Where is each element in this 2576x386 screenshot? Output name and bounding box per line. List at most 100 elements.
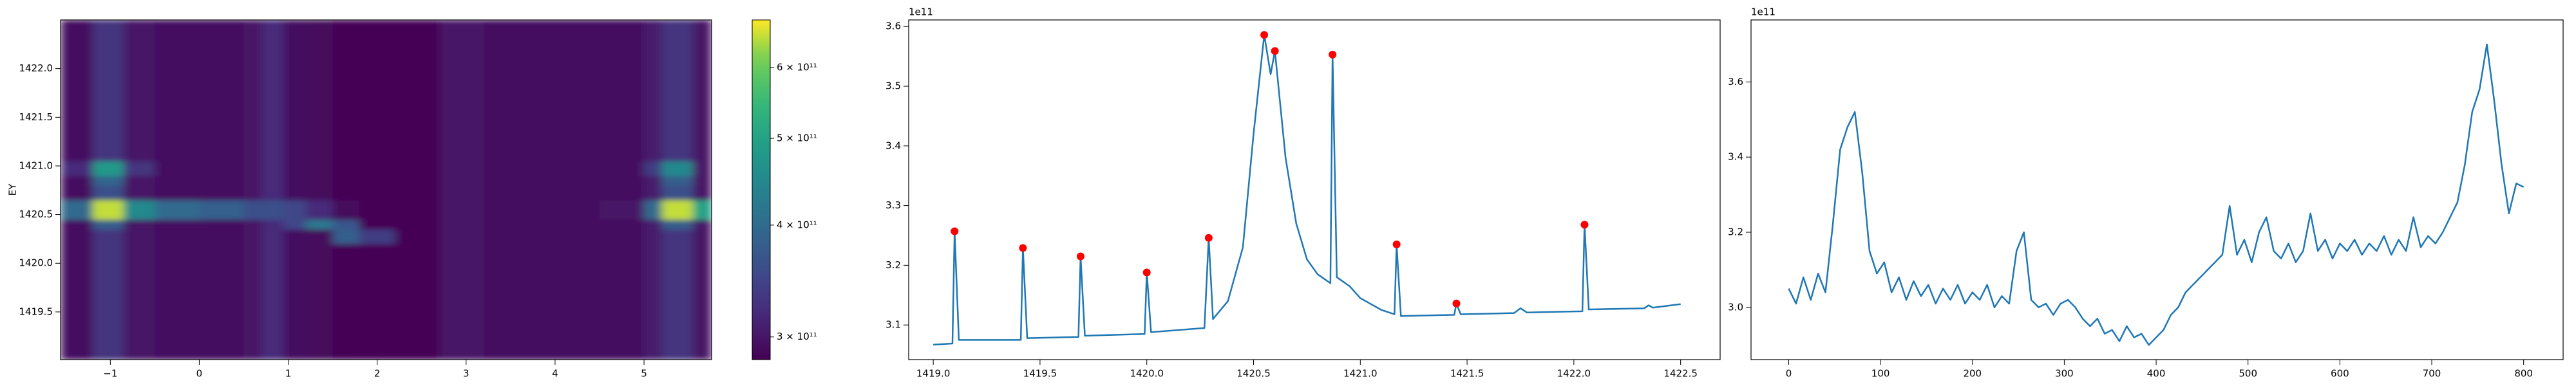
heatmap-cell — [692, 243, 712, 264]
heatmap-cell — [332, 243, 360, 264]
heatmap-cell — [484, 68, 520, 118]
heatmap-cell — [155, 229, 200, 244]
peak-marker — [1260, 31, 1269, 39]
heatmap-cell — [554, 263, 600, 313]
heatmap-cell — [484, 243, 520, 264]
heatmap-cell — [199, 20, 245, 69]
heatmap-cell — [306, 199, 334, 220]
heatmap-cell — [439, 199, 484, 220]
x-tick-label: 1419.0 — [916, 368, 951, 380]
heatmap-cell — [124, 243, 155, 264]
heatmap-cell — [332, 117, 360, 161]
heatmap-cell — [332, 199, 360, 220]
heatmap-cell — [332, 263, 360, 313]
heatmap-cell — [554, 185, 600, 201]
heatmap-cell — [395, 68, 440, 118]
heatmap-cell — [359, 68, 395, 118]
heatmap-cell — [283, 161, 307, 176]
heatmap-cell — [484, 176, 520, 186]
heatmap-cell — [359, 161, 395, 176]
heatmap-cell — [199, 68, 245, 118]
heatmap-cell — [692, 311, 712, 360]
heatmap-cell — [61, 161, 93, 176]
heatmap-cell — [692, 161, 712, 176]
heatmap-cell — [661, 229, 694, 244]
heatmap-cell — [661, 243, 694, 264]
heatmap-cell — [554, 199, 600, 220]
heatmap-cell — [359, 263, 395, 313]
heatmap-cell — [439, 176, 484, 186]
heatmap-cell — [92, 161, 124, 176]
heatmap-cell — [306, 229, 334, 244]
heatmap-cell — [439, 263, 484, 313]
heatmap-cell — [283, 68, 307, 118]
heatmap-cell — [124, 20, 155, 69]
heatmap-cell — [644, 20, 663, 69]
heatmap-cell — [661, 176, 694, 186]
y-tick-label: 1420.5 — [19, 208, 53, 220]
heatmap-cell — [554, 229, 600, 244]
heatmap-cell — [243, 20, 262, 69]
heatmap-cell — [554, 243, 600, 264]
heatmap-cell — [199, 219, 245, 230]
peak-marker — [1076, 252, 1084, 261]
x-tick-label: 1421.0 — [1343, 368, 1378, 380]
heatmap-cell — [61, 229, 93, 244]
heatmap-cell — [395, 219, 440, 230]
y-tick-label: 3.6 — [1728, 76, 1743, 87]
heatmap-cell — [692, 185, 712, 201]
heatmap-cell — [61, 185, 93, 201]
colorbar-tick-label: 3 × 10¹¹ — [777, 331, 817, 342]
heatmap-cell — [124, 176, 155, 186]
x-tick-label: 1419.5 — [1023, 368, 1057, 380]
x-tick-label: 1421.5 — [1450, 368, 1484, 380]
heatmap-cell — [283, 243, 307, 264]
heatmap-cell — [261, 263, 285, 313]
heatmap-cell — [599, 176, 645, 186]
heatmap-cell — [199, 199, 245, 220]
heatmap-cell — [395, 117, 440, 161]
heatmap-cell — [519, 20, 556, 69]
heatmap-cell — [661, 117, 694, 161]
heatmap-cell — [199, 311, 245, 360]
heatmap-cell — [395, 263, 440, 313]
data-line — [1788, 43, 2524, 346]
heatmap-cell — [599, 68, 645, 118]
heatmap-cell — [519, 263, 556, 313]
heatmap-cell — [692, 20, 712, 69]
heatmap-cell — [554, 176, 600, 186]
heatmap-cell — [332, 161, 360, 176]
heatmap-cell — [644, 161, 663, 176]
heatmap-cell — [306, 68, 334, 118]
heatmap-cell — [554, 20, 600, 69]
heatmap-cell — [439, 219, 484, 230]
heatmap-cell — [243, 117, 262, 161]
heatmap-cell — [519, 161, 556, 176]
heatmap-cell — [92, 199, 124, 220]
colorbar-tick-label: 5 × 10¹¹ — [777, 133, 817, 144]
x-tick-label: 500 — [2239, 368, 2257, 380]
heatmap-cell — [61, 199, 93, 220]
peak-marker — [1580, 221, 1589, 229]
heatmap-cell — [124, 185, 155, 201]
axes-frame — [908, 19, 1721, 360]
x-tick-label: 2 — [374, 368, 381, 380]
heatmap-cell — [243, 161, 262, 176]
heatmap-cell — [359, 185, 395, 201]
x-tick-label: 200 — [1963, 368, 1982, 380]
y-tick-label: 1420.0 — [19, 257, 53, 269]
peak-marker — [1452, 299, 1461, 308]
heatmap-cell — [599, 311, 645, 360]
heatmap-cell — [92, 20, 124, 69]
heatmap-cell — [644, 185, 663, 201]
heatmap-cell — [599, 117, 645, 161]
y-tick-label: 3.5 — [886, 80, 901, 92]
heatmap-cell — [484, 263, 520, 313]
heatmap-cell — [199, 117, 245, 161]
heatmap-cell — [644, 243, 663, 264]
heatmap-cell — [599, 161, 645, 176]
heatmap-cell — [554, 311, 600, 360]
heatmap-cell — [644, 199, 663, 220]
heatmap-cell — [199, 161, 245, 176]
